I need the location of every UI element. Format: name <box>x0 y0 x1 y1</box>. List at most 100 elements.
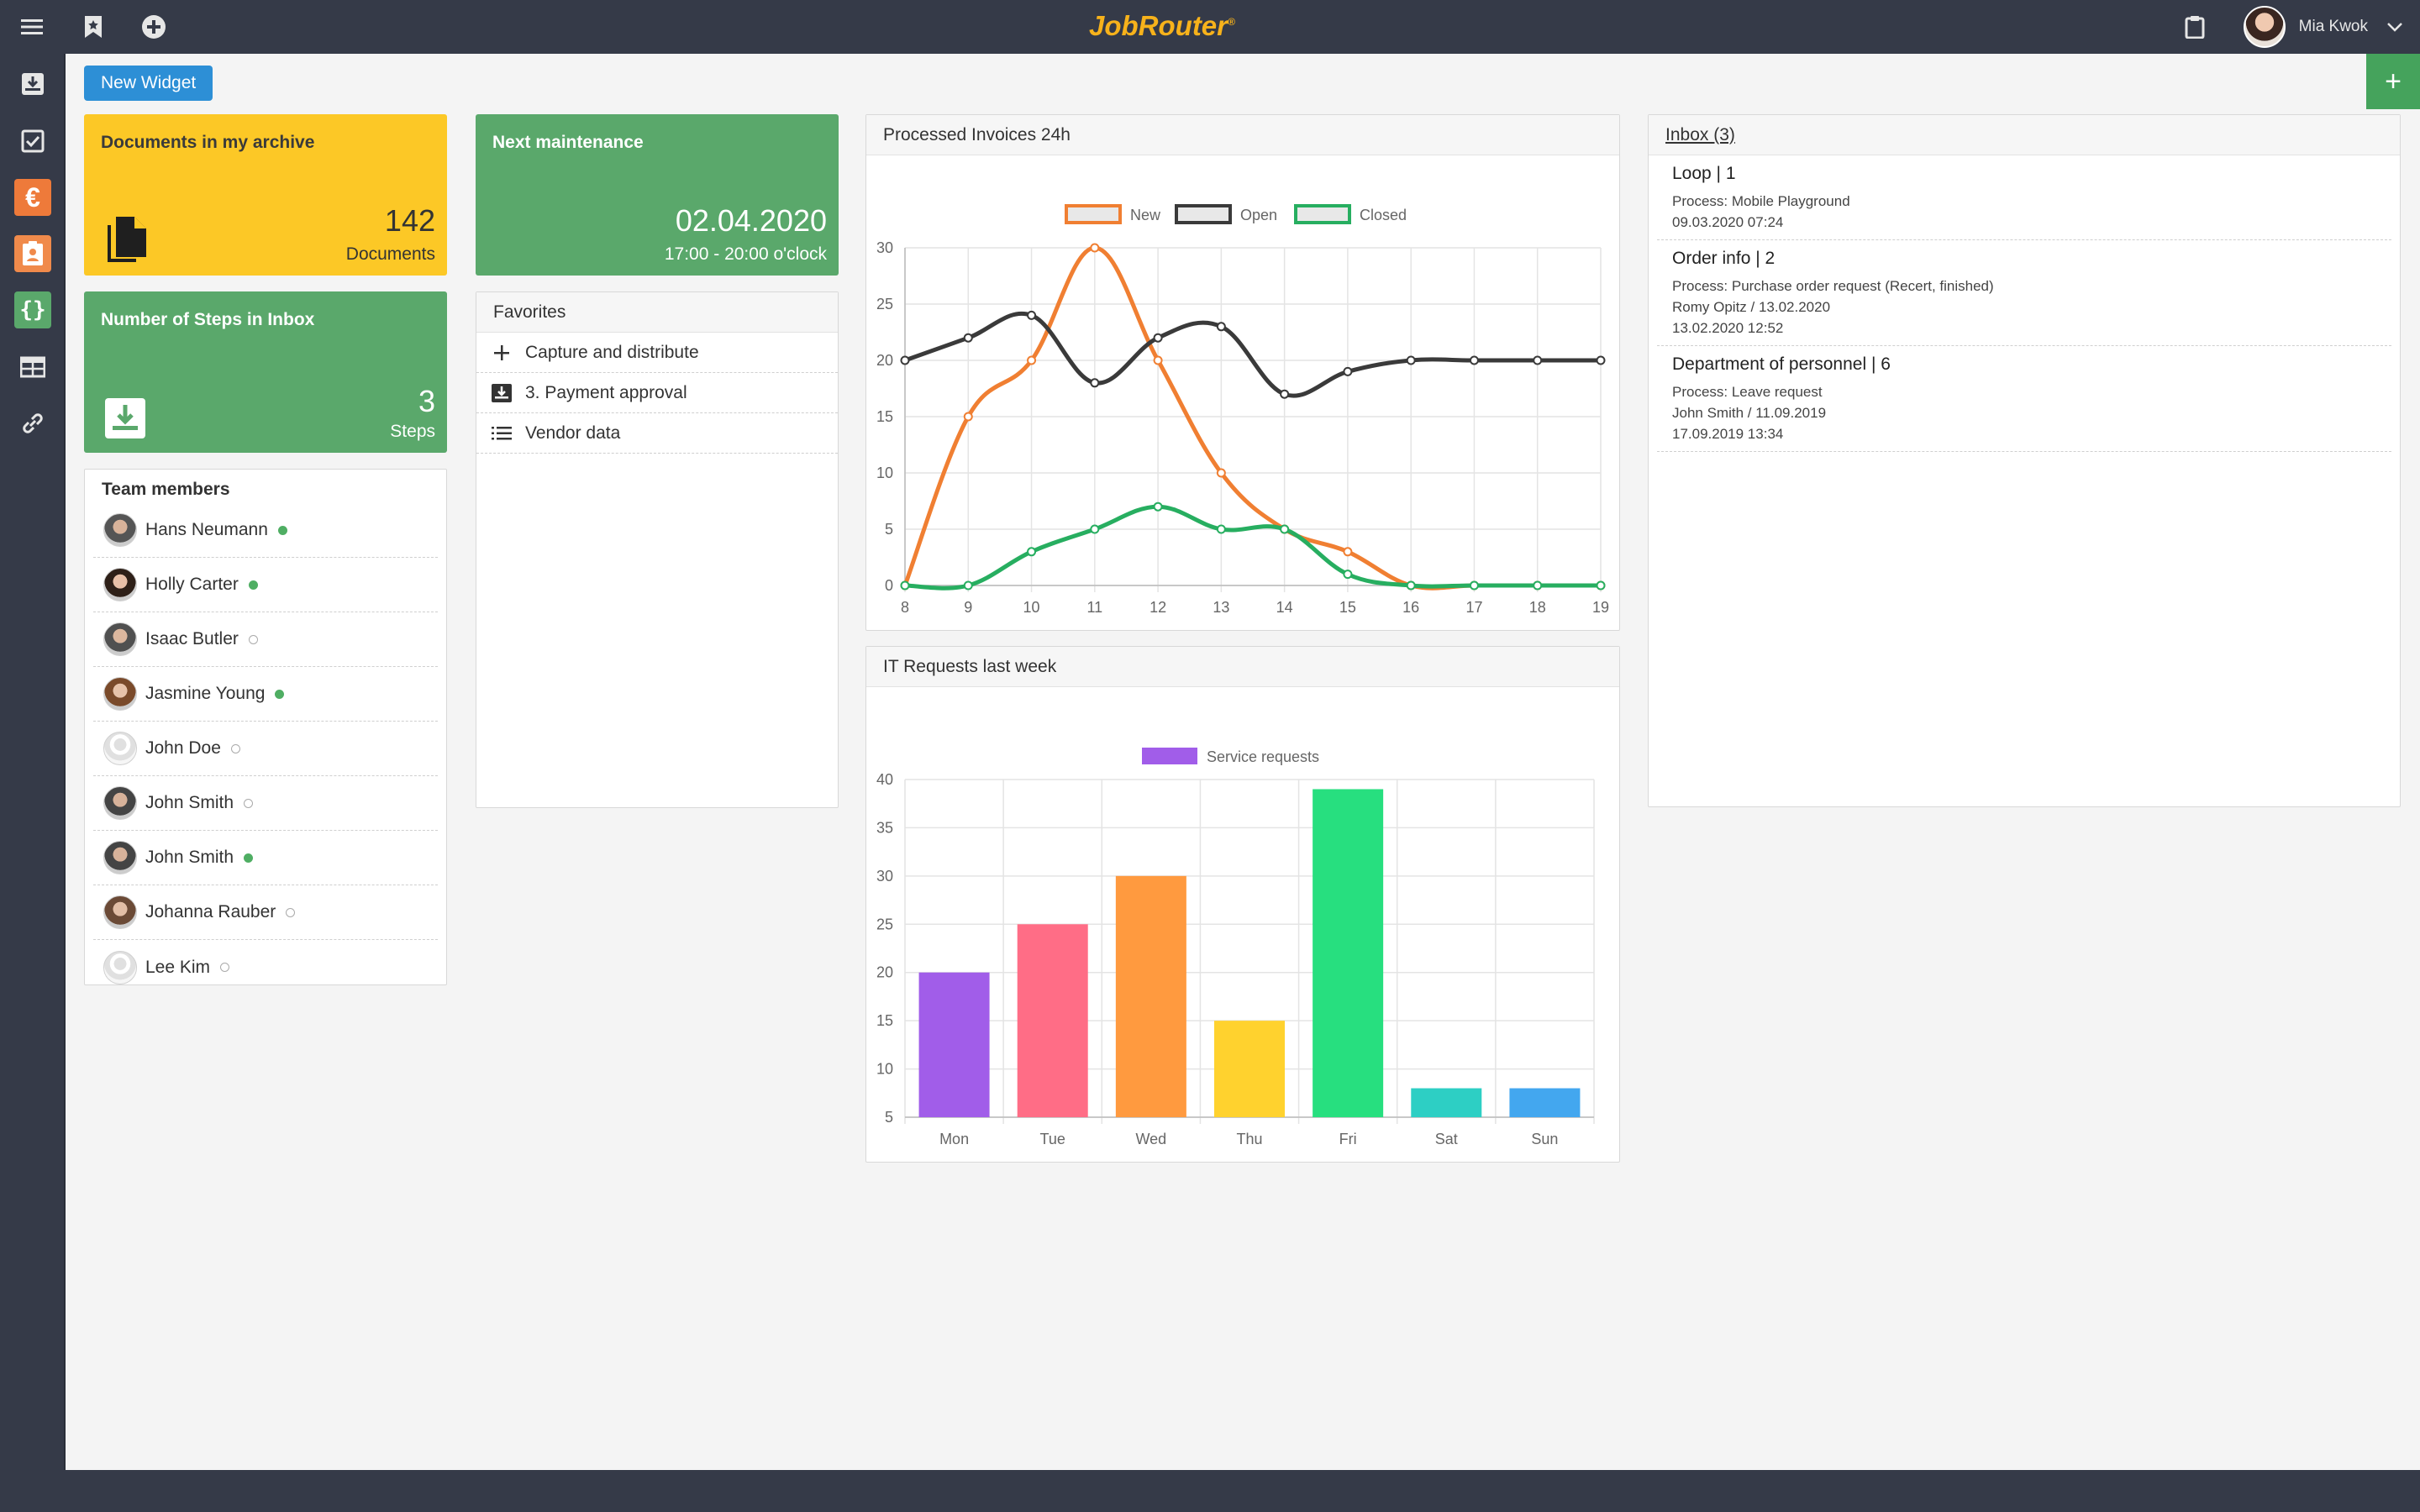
data-point <box>1090 243 1100 253</box>
data-point <box>1153 333 1163 343</box>
team-member[interactable]: John Smith <box>93 776 438 831</box>
inbox-widget: Inbox (3) Loop | 1 Process: Mobile Playg… <box>1648 114 2401 807</box>
team-member[interactable]: John Smith <box>93 831 438 885</box>
bar <box>1411 1088 1482 1117</box>
team-member[interactable]: Hans Neumann <box>93 503 438 558</box>
steps-widget[interactable]: Number of Steps in Inbox 3 Steps <box>84 291 447 453</box>
user-area: Mia Kwok <box>2185 6 2403 48</box>
plus-circle-icon[interactable] <box>139 12 169 42</box>
series-line <box>904 504 1601 591</box>
bar <box>1313 789 1384 1117</box>
add-widget-button[interactable]: + <box>2366 54 2420 109</box>
data-point <box>1469 580 1479 591</box>
braces-icon[interactable]: {} <box>14 291 51 328</box>
team-member[interactable]: John Doe <box>93 722 438 776</box>
data-point <box>1216 524 1226 534</box>
archive-count: 142 <box>384 203 435 238</box>
inbox-item[interactable]: Department of personnel | 6 Process: Lea… <box>1657 346 2391 452</box>
status-offline-icon <box>248 634 258 644</box>
euro-icon[interactable]: € <box>14 179 51 216</box>
y-tick-label: 5 <box>885 521 893 538</box>
legend-swatch <box>1294 204 1351 224</box>
inbox-download-icon[interactable] <box>14 66 51 102</box>
maintenance-time: 17:00 - 20:00 o'clock <box>664 244 827 264</box>
legend-swatch <box>1142 748 1197 764</box>
status-online-icon <box>275 689 285 699</box>
menu-icon[interactable] <box>17 12 47 42</box>
checkbox-icon[interactable] <box>14 123 51 160</box>
legend-label: Service requests <box>1207 748 1319 765</box>
x-tick-label: 10 <box>1023 599 1040 616</box>
data-point <box>1090 378 1100 388</box>
data-point <box>1153 355 1163 365</box>
data-point <box>1343 366 1353 376</box>
team-member[interactable]: Holly Carter <box>93 558 438 612</box>
data-point <box>1469 355 1479 365</box>
inbox-item[interactable]: Loop | 1 Process: Mobile Playground 09.0… <box>1657 155 2391 240</box>
clipboard-icon[interactable] <box>2185 15 2205 39</box>
legend-label: Open <box>1240 207 1277 223</box>
inbox-header: Inbox (3) <box>1649 115 2400 155</box>
archive-unit: Documents <box>345 244 435 264</box>
y-tick-label: 25 <box>876 296 893 312</box>
sidebar: € {} <box>0 54 66 1470</box>
status-online-icon <box>244 853 254 863</box>
avatar <box>103 677 137 711</box>
x-tick-label: Sun <box>1531 1131 1558 1147</box>
top-bar: JobRouter® Mia Kwok <box>0 0 2420 54</box>
x-tick-label: 9 <box>964 599 972 616</box>
inbox-download-icon <box>104 397 146 444</box>
table-icon[interactable] <box>14 349 51 386</box>
x-tick-label: Tue <box>1040 1131 1065 1147</box>
x-tick-label: 11 <box>1086 599 1102 616</box>
inbox-title-link[interactable]: Inbox (3) <box>1665 124 1735 144</box>
status-online-icon <box>248 580 258 590</box>
favorite-item[interactable]: Vendor data <box>476 413 838 454</box>
avatar <box>103 622 137 656</box>
bar <box>918 972 990 1117</box>
x-tick-label: Thu <box>1236 1131 1262 1147</box>
team-member[interactable]: Johanna Rauber <box>93 885 438 940</box>
avatar-placeholder-icon <box>103 732 137 765</box>
user-name[interactable]: Mia Kwok <box>2298 18 2368 35</box>
favorite-item[interactable]: Capture and distribute <box>476 333 838 373</box>
invoices-line-chart: 0 5 10 15 20 25 30 8 9 10 11 12 13 14 15 16 17 18 19 New Ope… <box>876 204 1609 616</box>
team-member[interactable]: Isaac Butler <box>93 612 438 667</box>
bookmark-star-icon[interactable] <box>78 12 108 42</box>
user-avatar[interactable] <box>2243 6 2286 48</box>
x-tick-label: Wed <box>1136 1131 1167 1147</box>
status-online-icon <box>277 525 287 535</box>
chevron-down-icon[interactable] <box>2386 21 2403 33</box>
steps-count: 3 <box>418 384 435 418</box>
legend-label: New <box>1130 207 1161 223</box>
bar <box>1017 924 1088 1117</box>
steps-unit: Steps <box>390 422 435 441</box>
y-tick-label: 40 <box>876 771 893 788</box>
series-line <box>904 312 1601 398</box>
x-tick-label: 14 <box>1276 599 1293 616</box>
y-tick-label: 35 <box>876 819 893 836</box>
app-logo: JobRouter® <box>1089 10 1235 41</box>
data-point <box>1027 310 1037 320</box>
favorites-widget: Favorites Capture and distribute 3. Paym… <box>476 291 839 808</box>
plus-icon <box>490 343 513 363</box>
maintenance-date: 02.04.2020 <box>675 203 827 238</box>
y-tick-label: 10 <box>876 1061 893 1078</box>
team-member[interactable]: Jasmine Young <box>93 667 438 722</box>
x-tick-label: 16 <box>1402 599 1419 616</box>
team-member[interactable]: Lee Kim <box>93 940 438 984</box>
link-icon[interactable] <box>14 405 51 442</box>
inbox-item[interactable]: Order info | 2 Process: Purchase order r… <box>1657 240 2391 346</box>
document-icon <box>104 215 148 268</box>
maintenance-widget[interactable]: Next maintenance 02.04.2020 17:00 - 20:0… <box>476 114 839 276</box>
data-point <box>1343 547 1353 557</box>
y-tick-label: 15 <box>876 1012 893 1029</box>
data-point <box>963 333 973 343</box>
contact-card-icon[interactable] <box>14 235 51 272</box>
archive-widget[interactable]: Documents in my archive 142 Documents <box>84 114 447 276</box>
favorite-item[interactable]: 3. Payment approval <box>476 373 838 413</box>
bar <box>1509 1088 1581 1117</box>
series-line <box>902 245 1601 591</box>
data-point <box>1596 355 1606 365</box>
new-widget-button[interactable]: New Widget <box>84 66 213 101</box>
